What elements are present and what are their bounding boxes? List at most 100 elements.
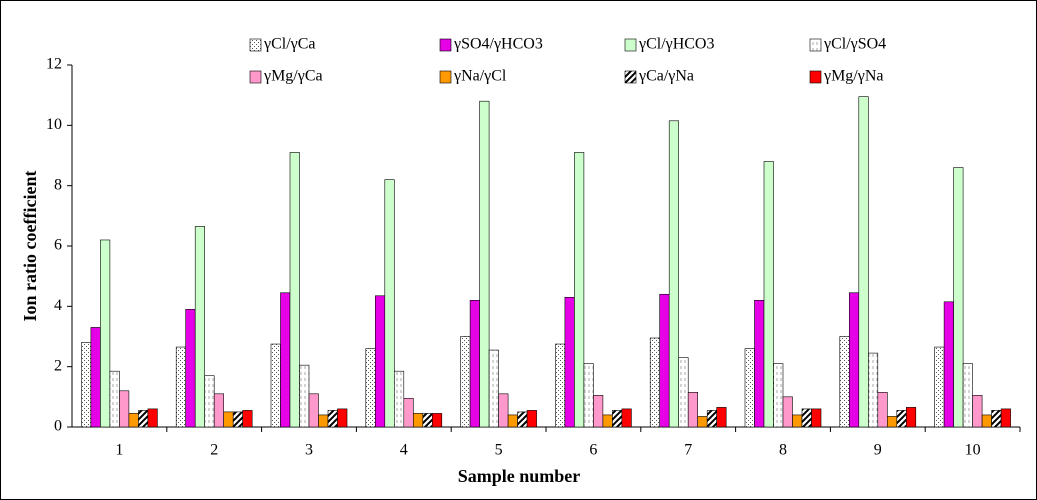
legend-swatch (439, 70, 452, 84)
bar (953, 167, 964, 428)
bar (213, 393, 224, 428)
bar (403, 398, 414, 428)
bar (754, 299, 765, 428)
bar (204, 375, 215, 428)
bar (877, 392, 888, 428)
legend-label: γCa/γNa (638, 68, 694, 85)
bar (981, 414, 992, 428)
y-tick-label: 12 (46, 56, 62, 73)
bar (81, 342, 92, 428)
bar (488, 349, 499, 428)
bar (801, 408, 812, 428)
bar (384, 179, 395, 428)
x-tick-label: 6 (589, 442, 597, 459)
x-tick-label: 7 (684, 442, 692, 459)
bar (365, 348, 376, 428)
bar (337, 408, 348, 428)
x-tick-label: 2 (210, 442, 218, 459)
bar (90, 327, 101, 428)
bar (289, 152, 300, 428)
bar (479, 100, 490, 428)
bar (1000, 408, 1011, 428)
bar (232, 411, 243, 428)
bar (507, 414, 518, 428)
bar (763, 161, 774, 428)
bar (905, 407, 917, 428)
legend-label: γCl/γHCO3 (638, 36, 714, 53)
x-tick-label: 3 (305, 442, 313, 459)
legend-swatch (439, 38, 452, 52)
y-tick-label: 4 (54, 297, 62, 314)
bar (792, 414, 803, 428)
legend-label: γCl/γSO4 (823, 36, 886, 53)
bar (242, 410, 253, 428)
bar (934, 346, 945, 428)
x-tick-label: 8 (779, 442, 787, 459)
y-tick-label: 10 (46, 116, 62, 133)
x-tick-label: 5 (495, 442, 503, 459)
bar (668, 120, 680, 428)
bar (867, 352, 879, 428)
bar (119, 390, 130, 428)
bar (649, 337, 661, 428)
bar (318, 414, 329, 428)
bar (393, 370, 405, 428)
legend-label: γSO4/γHCO3 (453, 36, 543, 53)
bar (100, 239, 111, 428)
y-axis-label: Ion ratio coefficient (20, 171, 40, 322)
legend-swatch (249, 38, 262, 52)
x-tick-label: 10 (965, 442, 981, 459)
bar (270, 343, 281, 428)
legend-label: γNa/γCl (453, 68, 507, 85)
legend-label: γCl/γCa (263, 36, 315, 53)
bar (138, 410, 149, 428)
legend-swatch (809, 38, 822, 52)
legend-swatch (249, 70, 262, 84)
bar (460, 336, 471, 428)
x-tick-label: 1 (115, 442, 123, 459)
bar (706, 410, 718, 428)
bar (564, 296, 575, 428)
bar (602, 414, 613, 428)
bar (972, 395, 983, 428)
bar (498, 393, 509, 428)
bar (678, 357, 689, 428)
bar (991, 410, 1002, 428)
bar (109, 370, 120, 428)
bar (697, 416, 708, 428)
bar (469, 299, 480, 428)
bar (412, 413, 424, 428)
bar (886, 416, 898, 428)
legend-label: γMg/γCa (263, 68, 323, 85)
bar (839, 336, 850, 428)
bar (175, 346, 186, 428)
bar (147, 408, 158, 428)
bar (716, 407, 727, 428)
bar (896, 410, 907, 428)
bar (128, 413, 139, 428)
bar (782, 396, 793, 428)
y-tick-label: 0 (54, 418, 62, 435)
bar (858, 96, 869, 428)
bar (848, 292, 860, 428)
x-axis-label: Sample number (458, 466, 581, 486)
legend-swatch (624, 70, 637, 84)
bar (574, 152, 585, 428)
bar (583, 363, 594, 428)
bar (621, 408, 632, 428)
x-tick-label: 4 (400, 442, 408, 459)
bar (687, 392, 699, 428)
bar (526, 410, 537, 428)
bar (308, 393, 319, 428)
bar (811, 408, 822, 428)
bar (962, 363, 973, 428)
legend-swatch (624, 38, 637, 52)
bar (943, 301, 954, 428)
y-tick-label: 8 (54, 176, 62, 193)
bar (194, 226, 205, 428)
bar (422, 413, 433, 428)
bar (517, 411, 528, 428)
bar (185, 309, 196, 428)
